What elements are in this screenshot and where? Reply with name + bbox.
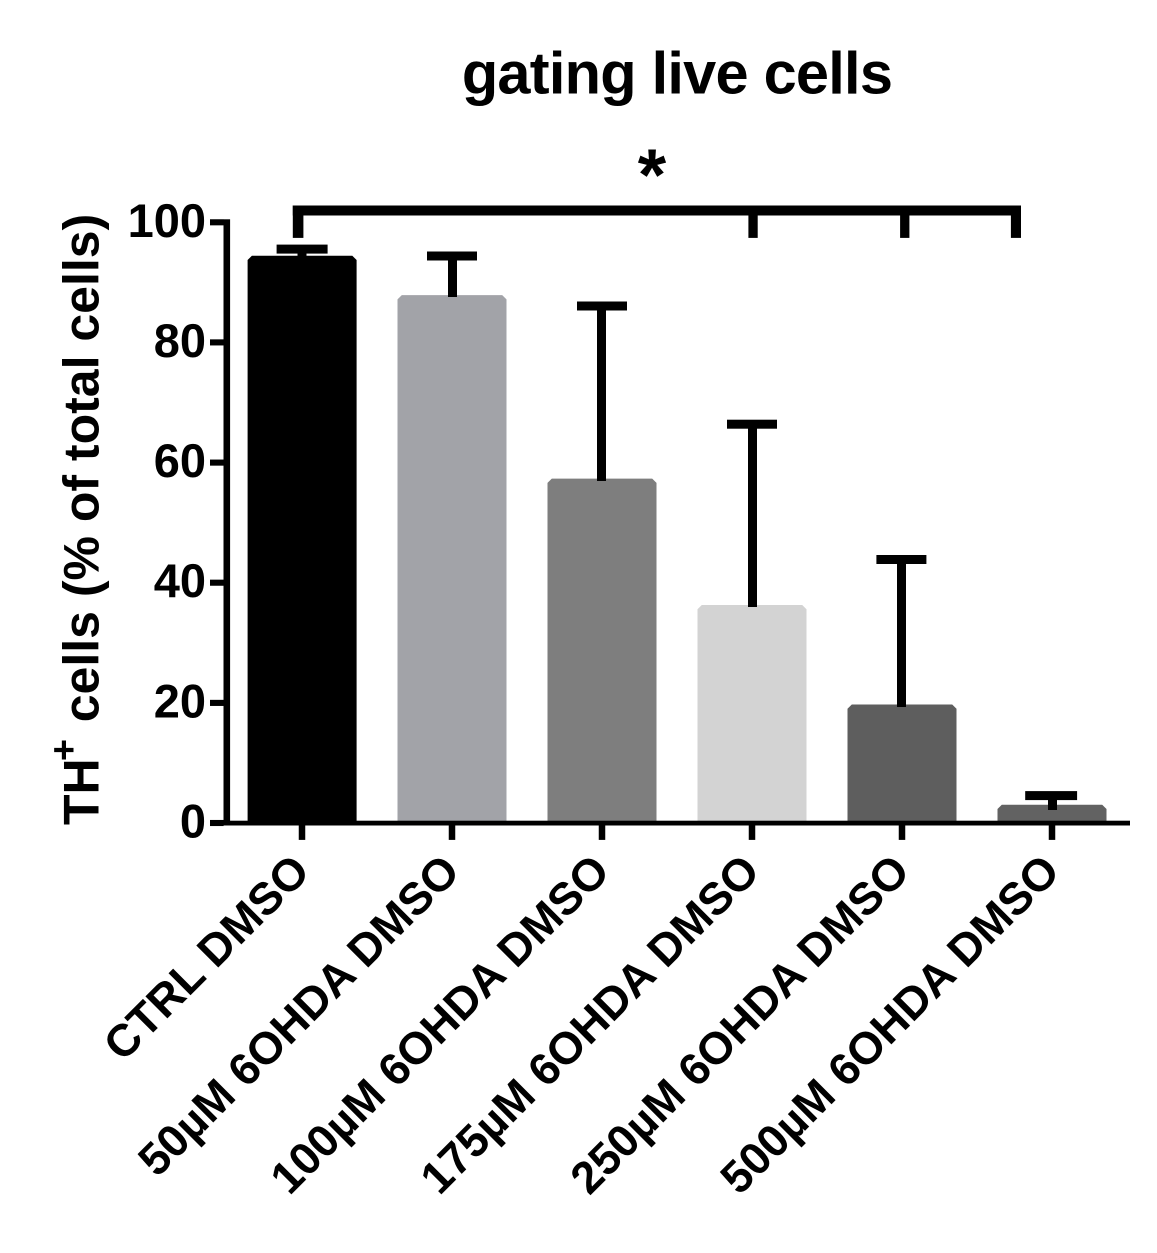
svg-text:80: 80 <box>154 314 206 367</box>
svg-text:100: 100 <box>128 194 206 247</box>
svg-text:40: 40 <box>154 554 206 607</box>
svg-text:60: 60 <box>154 434 206 487</box>
svg-text:gating live cells: gating live cells <box>462 40 892 107</box>
svg-text:TH+ cells (% of total cells): TH+ cells (% of total cells) <box>44 214 110 825</box>
svg-text:0: 0 <box>180 794 206 847</box>
svg-text:*: * <box>638 135 667 216</box>
svg-text:20: 20 <box>154 674 206 727</box>
